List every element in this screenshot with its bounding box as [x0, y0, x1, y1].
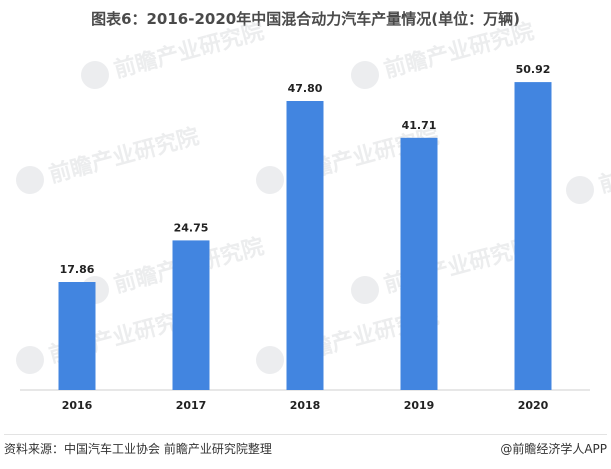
x-tick-labels-group: 2016 2017 2018 2019 2020 — [62, 399, 549, 412]
bars-group — [58, 82, 552, 390]
brand-credit: @前瞻经济学人APP — [500, 442, 607, 456]
watermark-logo-icon — [351, 61, 379, 89]
value-label-2018: 47.80 — [288, 82, 323, 95]
watermark-text: 前瞻产业研究院 — [381, 18, 536, 83]
bar-2019 — [400, 137, 438, 390]
watermark-4: 前瞻产业研究院 — [566, 133, 611, 204]
bar-2016 — [58, 282, 96, 390]
footer-divider — [4, 434, 607, 435]
x-tick-2017: 2017 — [176, 399, 207, 412]
x-tick-2018: 2018 — [290, 399, 321, 412]
watermark-logo-icon — [256, 346, 284, 374]
value-label-2020: 50.92 — [516, 63, 551, 76]
watermark-0: 前瞻产业研究院 — [81, 18, 267, 89]
bar-2018 — [286, 101, 324, 390]
value-label-2017: 24.75 — [174, 221, 209, 234]
x-tick-2020: 2020 — [518, 399, 549, 412]
watermark-text: 前瞻产业研究院 — [596, 133, 611, 198]
watermark-2: 前瞻产业研究院 — [16, 123, 202, 194]
watermark-logo-icon — [81, 61, 109, 89]
watermark-logo-icon — [566, 176, 594, 204]
watermark-logo-icon — [16, 166, 44, 194]
bar-2017 — [172, 240, 210, 390]
bar-2020 — [514, 82, 552, 390]
watermark-5: 前瞻产业研究院 — [81, 233, 267, 304]
watermark-logo-icon — [351, 276, 379, 304]
watermark-logo-icon — [16, 346, 44, 374]
watermark-1: 前瞻产业研究院 — [351, 18, 537, 89]
chart-title: 图表6：2016-2020年中国混合动力汽车产量情况(单位：万辆) — [91, 10, 520, 28]
watermark-text: 前瞻产业研究院 — [111, 18, 266, 83]
source-note: 资料来源：中国汽车工业协会 前瞻产业研究院整理 — [4, 442, 272, 456]
x-tick-2019: 2019 — [404, 399, 435, 412]
x-tick-2016: 2016 — [62, 399, 93, 412]
watermark-logo-icon — [256, 166, 284, 194]
value-labels-group: 17.86 24.75 47.80 41.71 50.92 — [60, 63, 551, 276]
watermark-6: 前瞻产业研究院 — [351, 233, 537, 304]
value-label-2019: 41.71 — [402, 119, 437, 132]
value-label-2016: 17.86 — [60, 263, 95, 276]
watermark-text: 前瞻产业研究院 — [46, 123, 201, 188]
